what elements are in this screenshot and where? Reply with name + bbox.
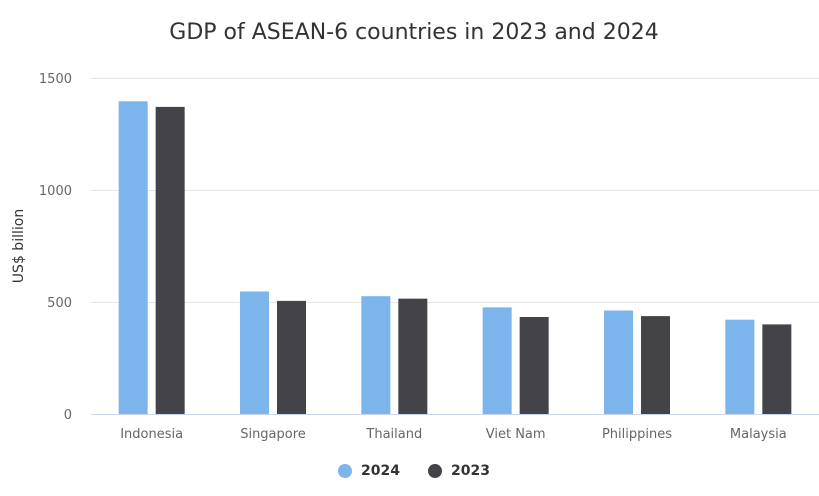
bar-2024-philippines bbox=[604, 310, 633, 414]
x-tick-label: Malaysia bbox=[730, 427, 787, 442]
x-axis-ticks: Indonesia Singapore Thailand Viet Nam Philip… bbox=[120, 427, 787, 442]
y-tick-label: 0 bbox=[64, 408, 72, 423]
y-axis-title: US$ billion bbox=[11, 209, 27, 283]
bar-2024-singapore bbox=[240, 291, 269, 414]
chart-title: GDP of ASEAN-6 countries in 2023 and 202… bbox=[169, 20, 659, 45]
legend-marker bbox=[428, 464, 442, 478]
bar-2023-thailand bbox=[398, 298, 428, 414]
y-tick-label: 500 bbox=[47, 296, 72, 311]
x-tick-label: Viet Nam bbox=[486, 427, 546, 442]
y-axis-ticks: 0 500 1000 1500 bbox=[39, 72, 72, 423]
x-tick-label: Thailand bbox=[365, 427, 422, 442]
bar-2023-philippines bbox=[641, 316, 670, 414]
bar-2023-singapore bbox=[277, 300, 306, 414]
bar-2024-malaysia bbox=[725, 319, 755, 414]
legend: 2024 2023 bbox=[0, 463, 819, 479]
bar-2024-indonesia bbox=[118, 101, 148, 415]
legend-label: 2023 bbox=[451, 463, 490, 479]
legend-item-2024[interactable]: 2024 bbox=[338, 463, 400, 479]
legend-item-2023[interactable]: 2023 bbox=[428, 463, 490, 479]
x-tick-label: Philippines bbox=[602, 427, 672, 442]
bar-2023-viet-nam bbox=[519, 317, 549, 414]
bar-2023-malaysia bbox=[762, 324, 792, 414]
bars bbox=[118, 101, 792, 415]
legend-marker bbox=[338, 464, 353, 478]
legend-label: 2024 bbox=[361, 463, 400, 479]
y-tick-label: 1500 bbox=[39, 72, 72, 87]
bar-2024-viet-nam bbox=[482, 307, 512, 414]
x-tick-label: Singapore bbox=[240, 427, 306, 442]
bar-2023-indonesia bbox=[155, 106, 185, 415]
y-tick-label: 1000 bbox=[39, 184, 72, 199]
gridlines bbox=[91, 78, 819, 303]
bar-2024-thailand bbox=[361, 296, 391, 414]
x-tick-label: Indonesia bbox=[120, 427, 183, 442]
